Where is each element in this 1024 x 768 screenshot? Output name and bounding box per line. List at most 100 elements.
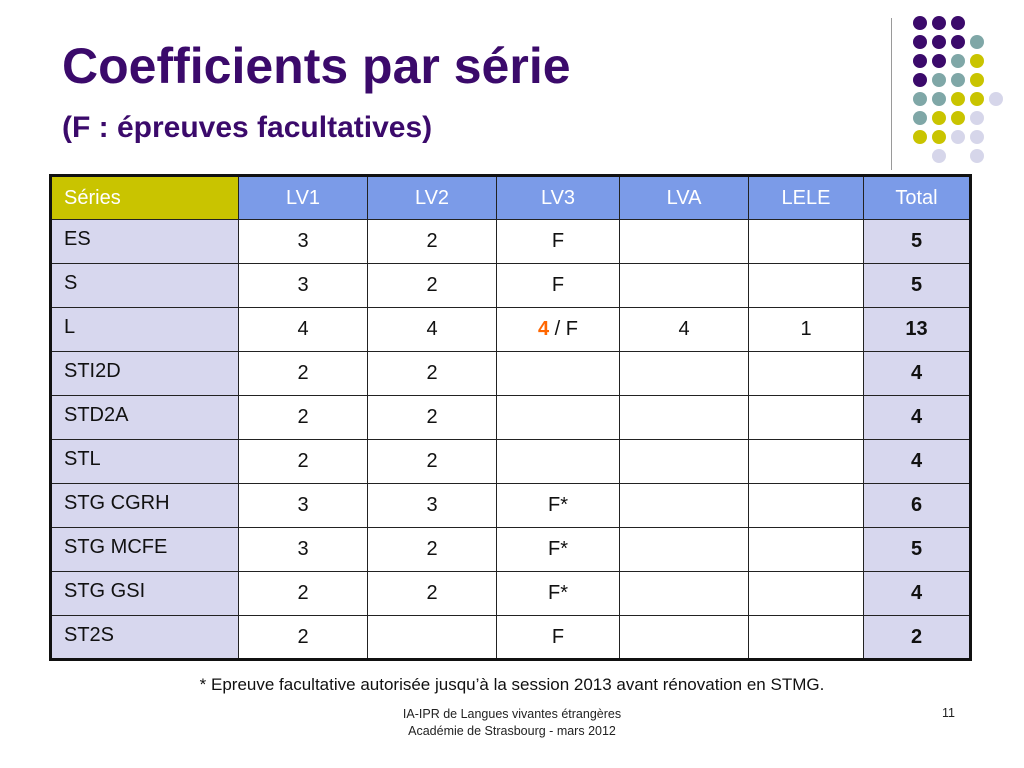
footnote: * Epreuve facultative autorisée jusqu’à … <box>199 675 825 694</box>
decorative-dot <box>932 54 946 68</box>
decorative-dot <box>932 130 946 144</box>
row-serie: ST2S <box>50 615 239 660</box>
cell-lv1: 2 <box>238 351 368 396</box>
cell-lele <box>748 615 864 660</box>
table-row: ES 3 2 F 5 <box>50 219 971 264</box>
cell-lva <box>619 571 749 616</box>
cell-lele <box>748 527 864 572</box>
cell-lv2: 2 <box>367 263 497 308</box>
decorative-dot <box>913 35 927 49</box>
cell-lv1: 2 <box>238 439 368 484</box>
page-number: 11 <box>942 706 955 720</box>
cell-lv3: F* <box>496 527 620 572</box>
cell-lv1: 3 <box>238 263 368 308</box>
cell-total: 5 <box>863 527 971 572</box>
cell-lv2: 3 <box>367 483 497 528</box>
decorative-divider <box>891 18 892 170</box>
cell-total: 13 <box>863 307 971 352</box>
decorative-dot <box>913 130 927 144</box>
table-row: STD2A 2 2 4 <box>50 395 971 440</box>
table-row: ST2S 2 F 2 <box>50 615 971 660</box>
table-row: STG CGRH 3 3 F* 6 <box>50 483 971 528</box>
cell-lv3: F <box>496 263 620 308</box>
cell-lv2: 4 <box>367 307 497 352</box>
decorative-dot <box>951 130 965 144</box>
cell-lv3: F* <box>496 571 620 616</box>
cell-lva <box>619 527 749 572</box>
decorative-dot <box>932 92 946 106</box>
decorative-dot <box>951 92 965 106</box>
decorative-dot <box>932 73 946 87</box>
cell-total: 4 <box>863 351 971 396</box>
cell-lv1: 3 <box>238 527 368 572</box>
cell-lv2: 2 <box>367 527 497 572</box>
cell-total: 6 <box>863 483 971 528</box>
cell-lele: 1 <box>748 307 864 352</box>
row-serie: STD2A <box>50 395 239 440</box>
cell-total: 4 <box>863 395 971 440</box>
row-serie: STG GSI <box>50 571 239 616</box>
header-lele: LELE <box>748 175 864 220</box>
cell-lv2: 2 <box>367 571 497 616</box>
decorative-dot <box>970 111 984 125</box>
header-lv2: LV2 <box>367 175 497 220</box>
decorative-dot <box>970 73 984 87</box>
table-row: S 3 2 F 5 <box>50 263 971 308</box>
decorative-dot <box>970 130 984 144</box>
row-serie: STG MCFE <box>50 527 239 572</box>
cell-lva <box>619 439 749 484</box>
decorative-dot <box>913 54 927 68</box>
decorative-dot <box>970 54 984 68</box>
cell-lv1: 4 <box>238 307 368 352</box>
decorative-dot <box>951 111 965 125</box>
decorative-dot <box>989 92 1003 106</box>
cell-lv2: 2 <box>367 395 497 440</box>
header-total: Total <box>863 175 971 220</box>
table-row: L 4 4 4 / F 4 1 13 <box>50 307 971 352</box>
header-lv3: LV3 <box>496 175 620 220</box>
cell-lv2: 2 <box>367 351 497 396</box>
table-row: STG MCFE 3 2 F* 5 <box>50 527 971 572</box>
cell-lv1: 3 <box>238 483 368 528</box>
cell-total: 4 <box>863 571 971 616</box>
cell-total: 5 <box>863 263 971 308</box>
row-serie: S <box>50 263 239 308</box>
decorative-dot-grid <box>0 0 1024 180</box>
decorative-dot <box>932 149 946 163</box>
header-series: Séries <box>50 175 239 220</box>
cell-lv2: 2 <box>367 439 497 484</box>
cell-lv2: 2 <box>367 219 497 264</box>
header-lv1: LV1 <box>238 175 368 220</box>
cell-lv1: 3 <box>238 219 368 264</box>
coefficients-table: Séries LV1 LV2 LV3 LVA LELE Total ES 3 2… <box>49 174 972 661</box>
cell-lele <box>748 351 864 396</box>
cell-lv3-suffix: / F <box>549 318 578 340</box>
table-header-row: Séries LV1 LV2 LV3 LVA LELE Total <box>50 175 971 220</box>
decorative-dot <box>970 92 984 106</box>
table-row: STG GSI 2 2 F* 4 <box>50 571 971 616</box>
decorative-dot <box>932 35 946 49</box>
cell-lv1: 2 <box>238 395 368 440</box>
row-serie: L <box>50 307 239 352</box>
slide-subtitle: (F : épreuves facultatives) <box>62 111 433 144</box>
table-row: STI2D 2 2 4 <box>50 351 971 396</box>
cell-lv3: F <box>496 219 620 264</box>
cell-lele <box>748 219 864 264</box>
cell-total: 2 <box>863 615 971 660</box>
row-serie: ES <box>50 219 239 264</box>
cell-total: 4 <box>863 439 971 484</box>
decorative-dot <box>970 35 984 49</box>
decorative-dot <box>913 73 927 87</box>
slide-footer: IA-IPR de Langues vivantes étrangères Ac… <box>0 706 1024 740</box>
decorative-dot <box>951 16 965 30</box>
cell-lele <box>748 439 864 484</box>
cell-lva <box>619 615 749 660</box>
cell-total: 5 <box>863 219 971 264</box>
row-serie: STG CGRH <box>50 483 239 528</box>
decorative-dot <box>913 111 927 125</box>
cell-lva <box>619 263 749 308</box>
cell-lva <box>619 219 749 264</box>
slide-title: Coefficients par série <box>62 38 571 94</box>
row-serie: STL <box>50 439 239 484</box>
decorative-dot <box>932 16 946 30</box>
